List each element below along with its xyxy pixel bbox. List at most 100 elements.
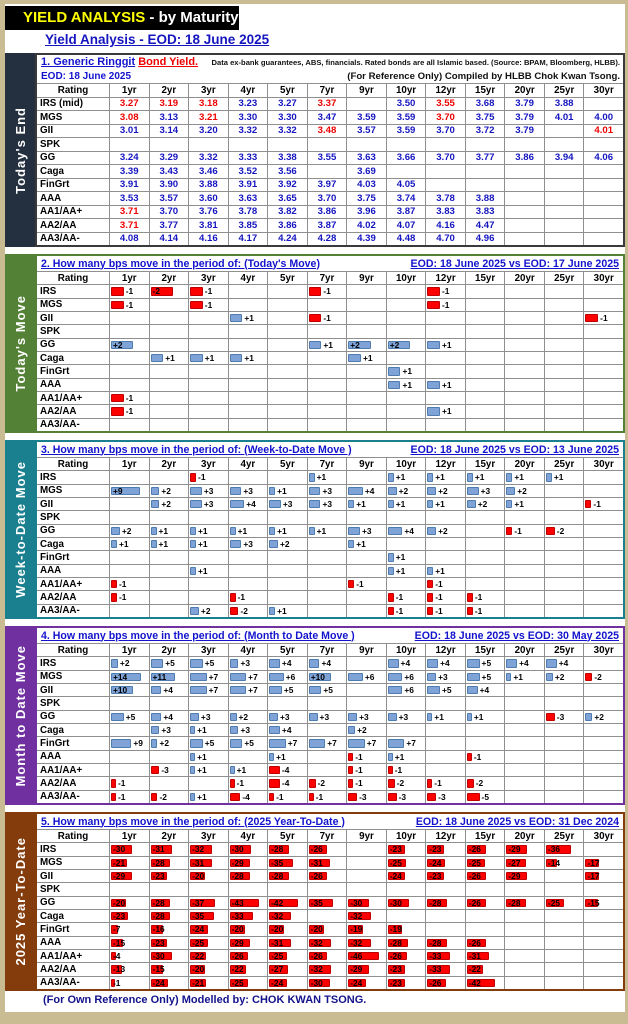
grid-cell: -1 <box>110 790 149 803</box>
grid-cell <box>505 883 544 896</box>
data-bar <box>150 938 168 947</box>
grid-cell: 3.76 <box>189 205 228 218</box>
grid-cell <box>307 537 347 551</box>
grid-cell: 3.63 <box>347 151 386 164</box>
grid-cell <box>544 338 584 351</box>
table1-title-red: Bond Yield. <box>138 56 199 68</box>
grid-cell <box>584 338 623 351</box>
grid-cell <box>189 511 228 524</box>
grid-cell: +1 <box>426 378 465 391</box>
grid-cell: +1 <box>544 471 584 484</box>
cell-value: -26 <box>468 844 481 855</box>
section-todays-move: Today's Move 2. How many bps move in the… <box>5 254 625 433</box>
grid-cell: -29 <box>505 843 544 856</box>
data-bar <box>190 353 203 363</box>
data-bar <box>585 712 593 721</box>
grid-cell: +3 <box>347 524 386 537</box>
cell-value: -1 <box>474 605 483 616</box>
grid-cell <box>228 511 268 524</box>
grid-cell: 3.19 <box>149 97 189 110</box>
grid-cell <box>347 311 386 325</box>
cell-value: -35 <box>192 911 205 922</box>
row-label: Caga <box>37 909 109 923</box>
column-header-7yr: 7yr <box>307 84 347 97</box>
data-bar <box>348 353 361 363</box>
cell-value: -2 <box>317 778 326 789</box>
data-bar <box>269 925 285 934</box>
data-bar <box>229 499 245 509</box>
grid-cell: +7 <box>307 737 347 750</box>
grid-cell <box>584 405 623 418</box>
grid-cell <box>149 750 189 763</box>
data-bar <box>466 672 480 681</box>
grid-cell <box>426 178 465 191</box>
data-bar <box>229 792 241 801</box>
data-bar <box>269 725 280 735</box>
grid-cell <box>505 763 544 777</box>
grid-cell <box>149 577 189 591</box>
cell-value: -26 <box>389 951 402 962</box>
table1-subtitle-row: EOD: 18 June 2025 (For Reference Only) C… <box>37 69 623 83</box>
grid-cell <box>505 737 544 750</box>
table-week-to-date: 3. How many bps move in the period of: (… <box>35 440 625 619</box>
cell-value: -20 <box>113 897 126 908</box>
grid-cell <box>505 551 544 564</box>
data-bar <box>427 287 441 296</box>
grid-cell <box>505 923 544 936</box>
cell-value: +5 <box>165 658 175 669</box>
grid-cell <box>584 843 623 856</box>
grid-cell: +3 <box>307 484 347 497</box>
column-header-3yr: 3yr <box>189 84 228 97</box>
cell-value: -4 <box>242 791 250 802</box>
column-header-5yr: 5yr <box>268 272 307 285</box>
grid-cell: +3 <box>189 497 228 511</box>
data-bar <box>308 739 326 748</box>
grid-cell <box>189 311 228 325</box>
grid-cell <box>189 325 228 338</box>
cell-value: -1 <box>204 286 213 297</box>
data-bar <box>387 593 394 602</box>
grid-cell <box>426 923 465 936</box>
data-bar <box>308 659 320 668</box>
grid-cell: +1 <box>307 471 347 484</box>
sidebar-label: Month to Date Move <box>12 644 28 787</box>
cell-value: +2 <box>389 339 400 350</box>
grid-cell: +2 <box>228 710 268 723</box>
cell-value: +3 <box>243 539 253 550</box>
sidebar-todays-move: Today's Move <box>5 254 35 433</box>
cell-value: -28 <box>231 871 244 882</box>
cell-value: +5 <box>204 738 215 749</box>
data-bar <box>111 898 127 907</box>
data-bar <box>229 672 247 681</box>
grid-cell: 4.03 <box>347 178 386 191</box>
cell-value: +3 <box>200 711 211 722</box>
grid-cell <box>307 763 347 777</box>
grid-cell <box>268 697 307 710</box>
grid-cell <box>505 963 544 976</box>
grid-cell: +5 <box>307 683 347 697</box>
data-bar <box>111 712 124 721</box>
grid-cell <box>505 577 544 591</box>
column-header-1yr: 1yr <box>110 272 149 285</box>
cell-value: -1 <box>118 791 126 802</box>
table1-title: 1. Generic Ringgit Bond Yield. <box>41 56 198 68</box>
grid-cell <box>347 325 386 338</box>
cell-value: -28 <box>508 897 521 908</box>
data-bar <box>150 539 157 549</box>
cell-value: +14 <box>113 671 128 682</box>
data-bar <box>387 526 403 535</box>
grid-cell: -2 <box>149 790 189 803</box>
cell-value: +3 <box>203 485 214 496</box>
grid-cell: 3.97 <box>307 178 347 191</box>
grid-cell: -31 <box>149 843 189 856</box>
data-bar <box>308 792 314 801</box>
column-header-25yr: 25yr <box>544 458 584 471</box>
grid-cell <box>505 697 544 710</box>
row-label: FinGrt <box>37 923 109 936</box>
column-header-30yr: 30yr <box>584 84 623 97</box>
data-bar <box>427 593 434 602</box>
row-label: GG <box>37 338 109 351</box>
sidebar-label: 2025 Year-To-Date <box>12 837 28 966</box>
grid-cell <box>584 524 623 537</box>
data-bar <box>506 898 527 907</box>
